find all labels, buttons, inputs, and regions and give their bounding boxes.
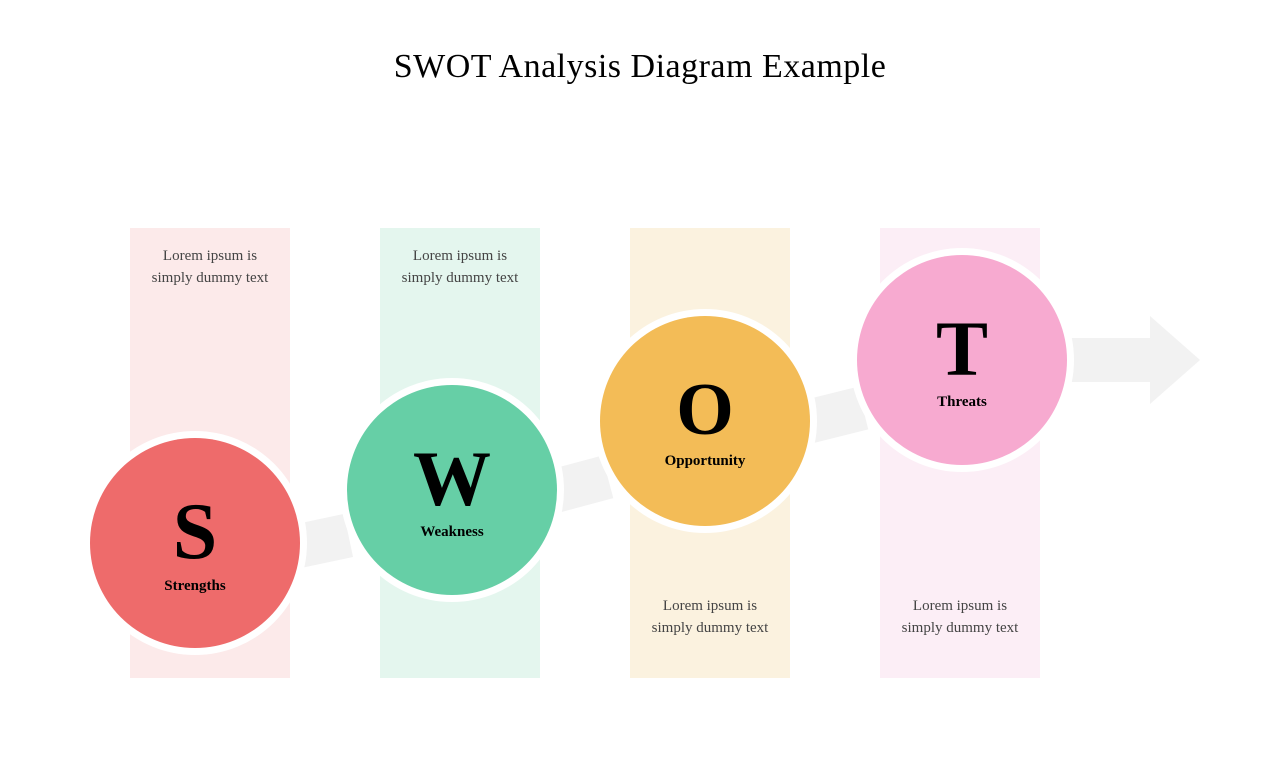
letter-w: W [413,440,491,518]
label-t: Threats [937,394,987,411]
desc-t: Lorem ipsum is simply dummy text [880,596,1040,640]
letter-o: O [676,373,734,447]
circle-s: S Strengths [83,431,307,655]
circle-t: T Threats [850,248,1074,472]
diagram-canvas: Lorem ipsum is simply dummy text Lorem ip… [0,48,1280,768]
desc-s: Lorem ipsum is simply dummy text [130,246,290,290]
arrow-head-icon [1150,316,1200,404]
desc-w: Lorem ipsum is simply dummy text [380,246,540,290]
circle-w: W Weakness [340,378,564,602]
label-s: Strengths [164,578,225,595]
desc-o: Lorem ipsum is simply dummy text [630,596,790,640]
label-o: Opportunity [665,453,746,470]
label-w: Weakness [420,524,483,541]
circle-o: O Opportunity [593,309,817,533]
letter-s: S [173,492,218,572]
letter-t: T [936,310,988,388]
